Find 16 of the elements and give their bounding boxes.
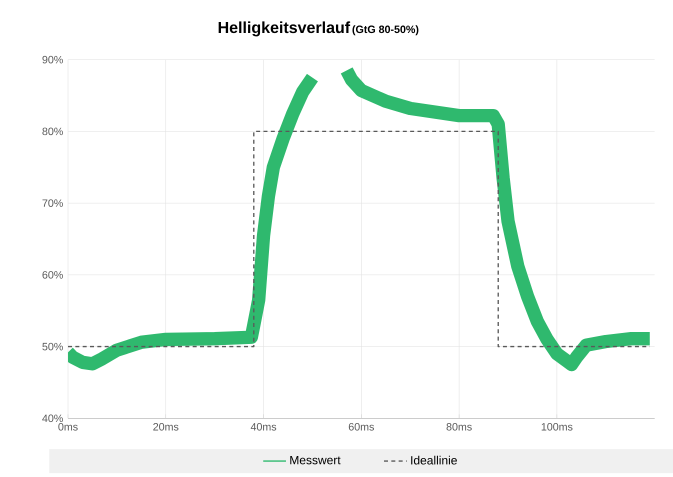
chart-subtitle: (GtG 80-50%) [352,25,418,36]
y-tick-label: 80% [42,128,63,136]
x-tick-label: 80ms [446,423,472,431]
legend-label: Messwert [290,456,341,464]
y-tick-label: 40% [42,414,63,422]
x-tick-label: 0ms [58,423,78,431]
chart-title: Helligkeitsverlauf [218,21,350,36]
y-tick-label: 60% [42,271,63,279]
x-tick-label: 60ms [348,423,374,431]
y-tick-label: 70% [42,199,63,207]
legend-label: Ideallinie [411,456,457,465]
x-tick-label: 100ms [542,423,573,431]
x-tick-label: 20ms [153,423,178,431]
x-tick-label: 40ms [250,423,276,431]
y-tick-label: 50% [42,342,63,350]
y-tick-label: 90% [42,56,63,64]
